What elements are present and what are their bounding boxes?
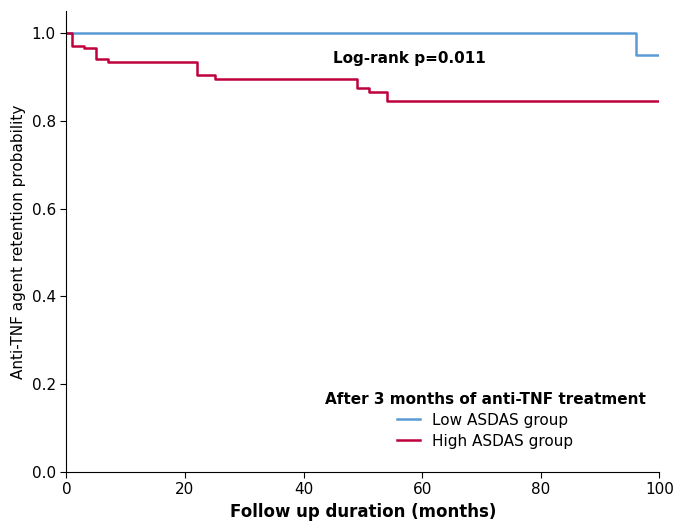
- Text: Log-rank p=0.011: Log-rank p=0.011: [333, 52, 486, 66]
- X-axis label: Follow up duration (months): Follow up duration (months): [229, 503, 496, 521]
- Y-axis label: Anti-TNF agent retention probability: Anti-TNF agent retention probability: [11, 104, 26, 379]
- Legend: Low ASDAS group, High ASDAS group: Low ASDAS group, High ASDAS group: [319, 386, 652, 455]
